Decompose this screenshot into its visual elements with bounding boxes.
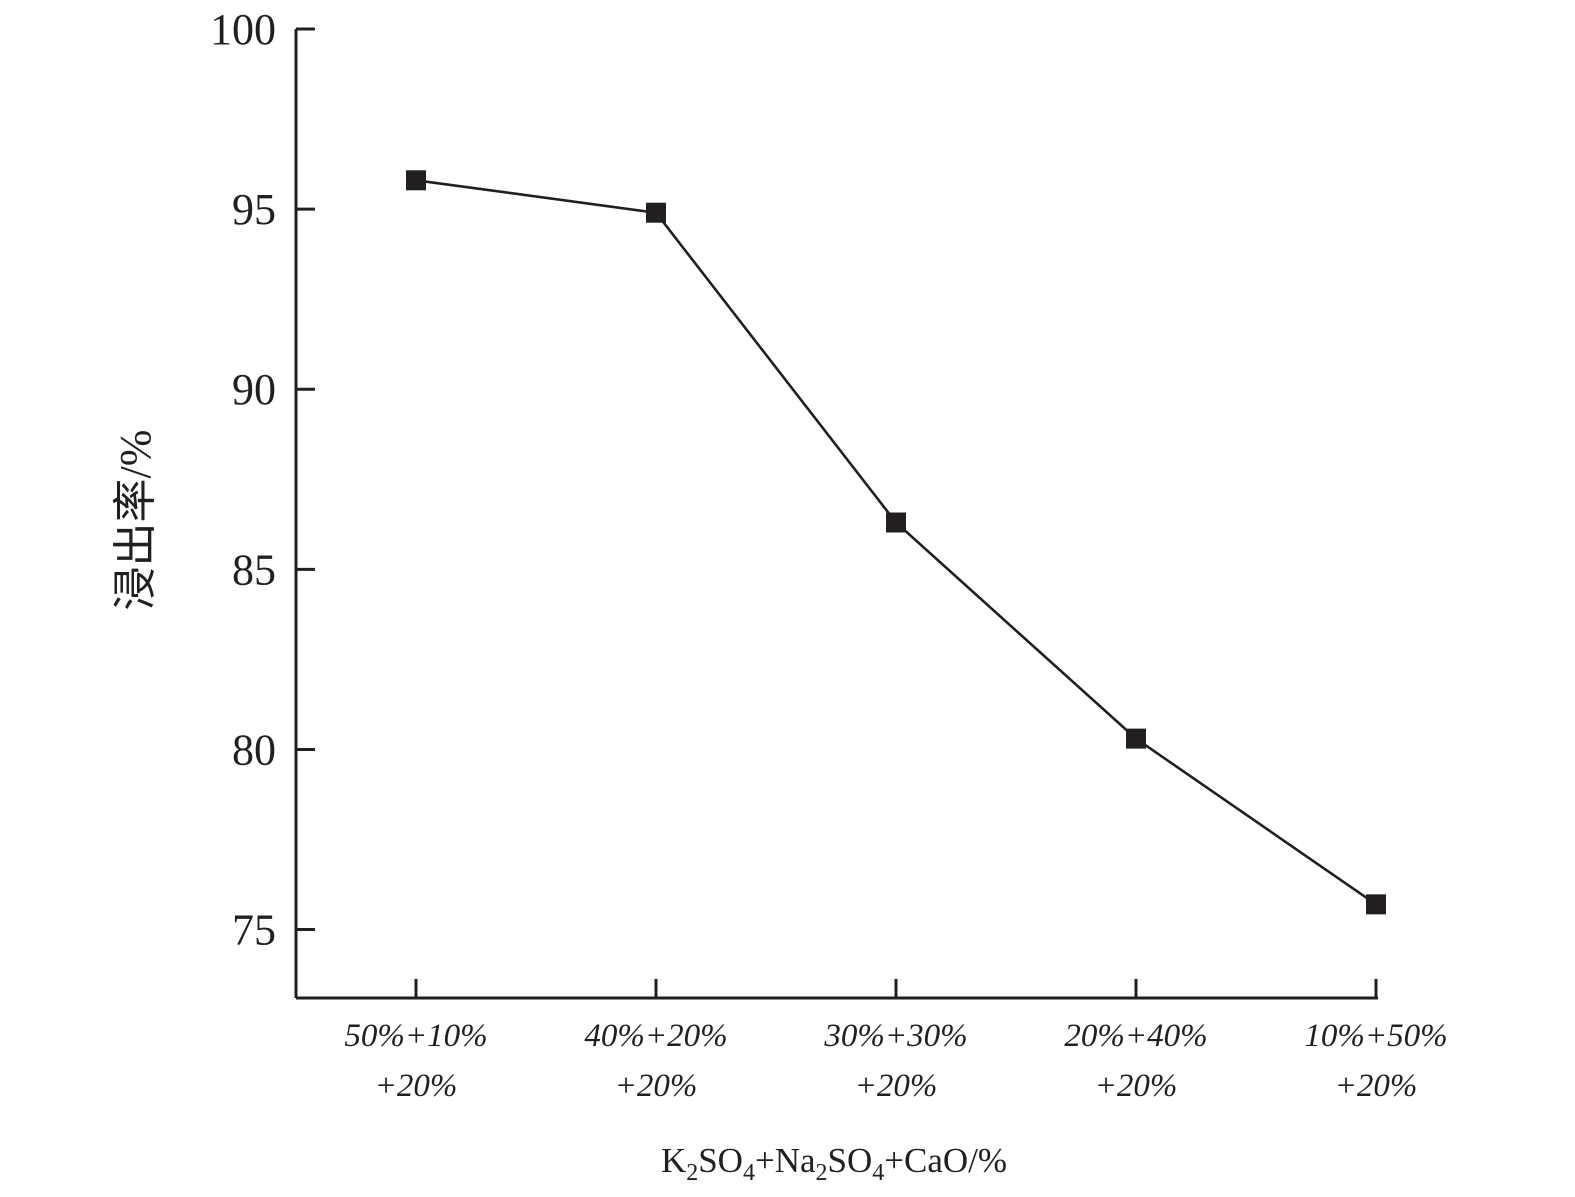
y-ticks: 75 80 85 90 95 100 (210, 5, 315, 955)
data-point-marker (1366, 894, 1386, 915)
x-ticks: 50%+10% +20% 40%+20% +20% 30%+30% +20% 20%+40%… (344, 979, 1448, 1104)
plot-area: 75 80 85 90 95 100 50%+10% +20% 40%+20% +20% 30%+… (210, 5, 1448, 1104)
x-tick-label: +20% (375, 1068, 458, 1104)
x-tick-label: 40%+20% (584, 1018, 727, 1054)
data-point-marker (886, 512, 906, 533)
x-tick-label: 50%+10% (344, 1018, 487, 1054)
x-axis-title-part: K (661, 1141, 686, 1180)
x-axis-title: K2SO4+Na2SO4+CaO/% (661, 1141, 1007, 1186)
x-axis-title-part: SO (698, 1141, 743, 1180)
x-axis-title-subscript: 2 (686, 1160, 698, 1186)
series-markers (406, 170, 1386, 915)
y-tick-label: 85 (232, 545, 276, 594)
x-tick-label: +20% (1335, 1068, 1418, 1104)
x-axis-title-part: SO (828, 1141, 873, 1180)
x-tick-label: +20% (855, 1068, 938, 1104)
y-axis-title: 浸出率/% (111, 430, 160, 611)
data-point-marker (1126, 728, 1146, 749)
x-tick-label: 30%+30% (823, 1018, 967, 1054)
x-axis-title-subscript: 2 (816, 1160, 828, 1186)
x-axis-title-subscript: 4 (743, 1160, 755, 1186)
y-tick-label: 95 (232, 185, 276, 234)
data-point-marker (406, 170, 426, 191)
x-axis-title-part: +CaO/% (884, 1141, 1007, 1180)
x-tick-label: 10%+50% (1304, 1018, 1447, 1054)
y-tick-label: 100 (210, 5, 276, 54)
data-point-marker (646, 202, 666, 223)
y-tick-label: 90 (232, 365, 276, 414)
y-tick-label: 80 (232, 725, 276, 774)
x-axis-title-part: +Na (755, 1141, 816, 1180)
y-tick-label: 75 (232, 906, 276, 955)
x-tick-label: +20% (615, 1068, 698, 1104)
x-tick-label: 20%+40% (1064, 1018, 1207, 1054)
series-line (415, 179, 1377, 906)
x-tick-label: +20% (1095, 1068, 1178, 1104)
x-axis-title-subscript: 4 (872, 1160, 884, 1186)
